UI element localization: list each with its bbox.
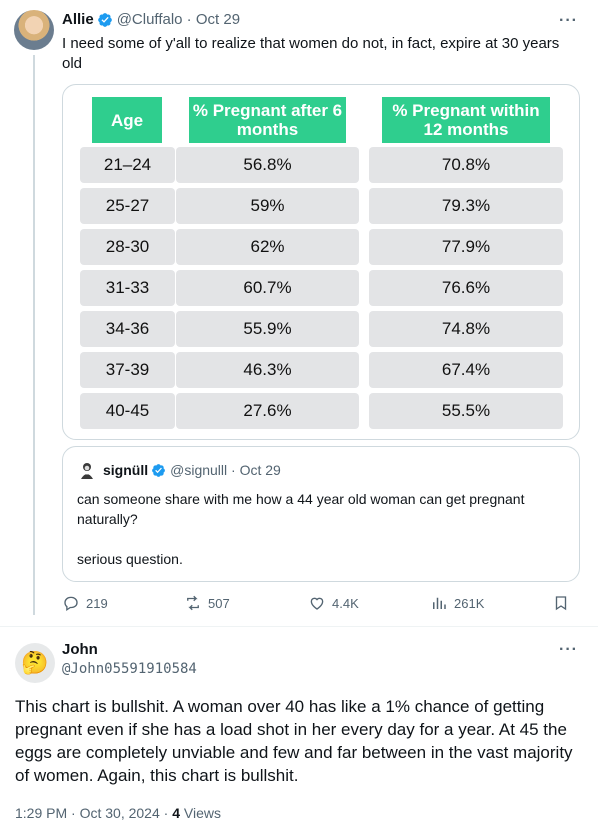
repost-button[interactable]: 507 bbox=[184, 594, 230, 612]
quoted-post-header: signüll @signulll · Oct 29 bbox=[77, 460, 281, 480]
table-cell-6-months: 27.6% bbox=[176, 393, 359, 429]
views-button[interactable]: 261K bbox=[430, 594, 484, 612]
table-cell-12-months: 79.3% bbox=[369, 188, 563, 224]
quoted-author-handle: @signulll bbox=[170, 462, 228, 478]
table-cell-6-months: 60.7% bbox=[176, 270, 359, 306]
reply-timestamp: 1:29 PM · Oct 30, 2024 · 4 Views bbox=[15, 805, 221, 821]
table-cell-age: 40-45 bbox=[80, 393, 175, 429]
bookmark-icon bbox=[555, 596, 567, 611]
table-cell-12-months: 67.4% bbox=[369, 352, 563, 388]
avatar[interactable] bbox=[14, 10, 54, 50]
table-cell-age: 34-36 bbox=[80, 311, 175, 347]
table-cell-6-months: 56.8% bbox=[176, 147, 359, 183]
media-table-image[interactable]: Age % Pregnant after 6 months % Pregnant… bbox=[62, 84, 580, 440]
quoted-post[interactable]: signüll @signulll · Oct 29 can someone s… bbox=[62, 446, 580, 582]
reply-post: 🤔 John @John05591910584 ··· This chart i… bbox=[0, 626, 598, 832]
table-cell-age: 37-39 bbox=[80, 352, 175, 388]
table-cell-6-months: 55.9% bbox=[176, 311, 359, 347]
heart-icon bbox=[310, 597, 324, 610]
verified-badge-icon bbox=[97, 13, 112, 27]
like-count: 4.4K bbox=[332, 595, 359, 611]
reply-author-handle[interactable]: @John05591910584 bbox=[62, 661, 197, 677]
bookmark-button[interactable] bbox=[552, 594, 570, 612]
thread-line bbox=[33, 55, 35, 615]
table-cell-age: 31-33 bbox=[80, 270, 175, 306]
action-bar: 219 507 4.4K 261K bbox=[62, 594, 582, 614]
reply-author-name[interactable]: John bbox=[62, 641, 98, 658]
reply-icon bbox=[64, 596, 78, 612]
reply-views-count: 4 bbox=[172, 805, 180, 821]
quoted-post-text: can someone share with me how a 44 year … bbox=[77, 491, 525, 527]
shakespeare-avatar-icon bbox=[77, 460, 97, 480]
table-cell-6-months: 62% bbox=[176, 229, 359, 265]
dot-separator: · bbox=[227, 462, 240, 478]
dot-separator: · bbox=[182, 11, 196, 28]
table-cell-6-months: 59% bbox=[176, 188, 359, 224]
post-date[interactable]: Oct 29 bbox=[195, 11, 241, 28]
reply-count: 219 bbox=[86, 595, 108, 611]
reply-time[interactable]: 1:29 PM · Oct 30, 2024 · bbox=[15, 805, 173, 821]
table-cell-12-months: 76.6% bbox=[369, 270, 563, 306]
table-header-age: Age bbox=[92, 97, 162, 143]
author-handle[interactable]: @Cluffalo bbox=[116, 11, 183, 28]
table-header-12-months: % Pregnant within 12 months bbox=[382, 97, 550, 143]
post-text: I need some of y'all to realize that wom… bbox=[62, 35, 560, 72]
table-cell-12-months: 74.8% bbox=[369, 311, 563, 347]
table-cell-12-months: 55.5% bbox=[369, 393, 563, 429]
quoted-author-name: signüll bbox=[103, 462, 149, 478]
table-cell-12-months: 77.9% bbox=[369, 229, 563, 265]
analytics-icon bbox=[433, 597, 446, 609]
repost-icon bbox=[187, 595, 199, 611]
table-cell-12-months: 70.8% bbox=[369, 147, 563, 183]
author-name[interactable]: Allie bbox=[62, 11, 94, 28]
view-count: 261K bbox=[454, 595, 485, 611]
avatar[interactable]: 🤔 bbox=[15, 643, 55, 683]
post-header: Allie @Cluffalo · Oct 29 bbox=[62, 11, 240, 29]
table-header-6-months: % Pregnant after 6 months bbox=[189, 97, 346, 143]
repost-count: 507 bbox=[208, 595, 230, 611]
table-cell-age: 25-27 bbox=[80, 188, 175, 224]
like-button[interactable]: 4.4K bbox=[308, 594, 359, 612]
more-options-icon[interactable]: ··· bbox=[559, 641, 578, 658]
verified-badge-icon bbox=[152, 463, 166, 477]
quoted-post-text-2: serious question. bbox=[77, 551, 183, 567]
reply-views-label: Views bbox=[179, 805, 221, 821]
reply-button[interactable]: 219 bbox=[62, 594, 108, 612]
table-cell-age: 21–24 bbox=[80, 147, 175, 183]
quoted-post-date: Oct 29 bbox=[239, 462, 281, 478]
table-cell-6-months: 46.3% bbox=[176, 352, 359, 388]
reply-text: This chart is bullshit. A woman over 40 … bbox=[15, 697, 573, 785]
table-cell-age: 28-30 bbox=[80, 229, 175, 265]
more-options-icon[interactable]: ··· bbox=[559, 12, 578, 29]
